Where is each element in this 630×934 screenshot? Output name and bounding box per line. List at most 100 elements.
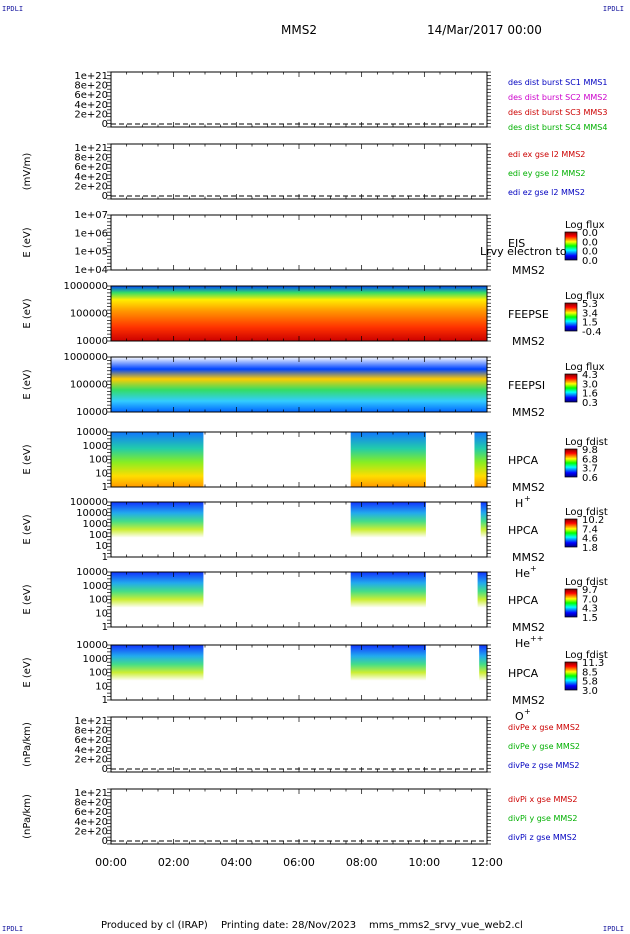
- y-tick-label: 100000: [70, 309, 108, 320]
- panel-hpca_he1: [107, 501, 578, 558]
- y-tick-label: 100: [89, 530, 108, 541]
- y-tick-label: 0: [102, 764, 108, 775]
- y-tick-label: 1e+21: [74, 716, 108, 727]
- colorbar-title: Log flux: [565, 220, 605, 231]
- species-charge: +: [524, 707, 531, 716]
- y-tick-label: 0: [102, 836, 108, 847]
- species-label: O: [515, 710, 524, 723]
- y-tick-label: 6e+20: [74, 735, 108, 746]
- y-tick-label: 1: [102, 482, 108, 493]
- y-tick-label: 1000000: [63, 352, 108, 363]
- footer-printing-date: Printing date: 28/Nov/2023: [221, 920, 357, 931]
- colorbar-tick: 0.0: [582, 256, 598, 267]
- y-tick-label: 2e+20: [74, 181, 108, 192]
- colorbar-tick: 4.6: [582, 534, 598, 545]
- colorbar-tick: 0.0: [582, 228, 598, 239]
- y-axis-label: (nPa/km): [22, 722, 33, 767]
- y-tick-label: 4e+20: [74, 100, 108, 111]
- instrument-label: HPCA: [508, 594, 539, 607]
- panel-frame: [110, 71, 488, 128]
- colorbar-tick: 3.7: [582, 464, 598, 475]
- y-tick-label: 8e+20: [74, 81, 108, 92]
- y-tick-label: 4e+20: [74, 745, 108, 756]
- colorbar: [564, 661, 578, 691]
- spacecraft-label: MMS2: [512, 481, 545, 494]
- y-tick-label: 1e+21: [74, 788, 108, 799]
- colorbar-tick: 7.4: [582, 524, 598, 535]
- species-label: H: [515, 497, 523, 510]
- time-axis-label: 04:00: [220, 856, 252, 869]
- colorbar-title: Log flux: [565, 291, 605, 302]
- species-label: He: [515, 637, 530, 650]
- header-datetime: 14/Mar/2017 00:00: [427, 23, 542, 37]
- corner-label-top-right: IPDLI: [602, 5, 624, 13]
- y-tick-label: 10: [95, 468, 108, 479]
- spectrogram-segment-hpca_h: [474, 432, 487, 487]
- legend-entry: edi ey gse l2 MMS2: [508, 169, 586, 178]
- colorbar-tick: 0.0: [582, 237, 598, 248]
- y-tick-label: 1e+21: [74, 143, 108, 154]
- colorbar-tick: 1.5: [582, 318, 598, 329]
- corner-label-bottom-right: IPDLI: [602, 925, 624, 933]
- species-charge: +: [524, 494, 531, 503]
- y-tick-label: 10000: [76, 427, 108, 438]
- y-tick-label: 1000: [83, 519, 108, 530]
- y-tick-label: 0: [102, 191, 108, 202]
- spectrogram-segment-hpca_he2: [111, 572, 204, 627]
- colorbar-tick: 0.0: [582, 247, 598, 258]
- colorbar-title: Log fdist: [565, 437, 608, 448]
- time-axis-label: 00:00: [95, 856, 127, 869]
- panel-des_dist: [107, 71, 491, 128]
- colorbar: [564, 373, 578, 403]
- footer-script-name: mms_mms2_srvy_vue_web2.cl: [369, 920, 523, 931]
- colorbar-tick: 1.5: [582, 613, 598, 624]
- y-tick-label: 6e+20: [74, 90, 108, 101]
- time-axis-label: 06:00: [283, 856, 315, 869]
- y-axis-label: E (eV): [22, 298, 33, 328]
- panel-hpca_h: [107, 431, 578, 488]
- colorbar-tick: 10.2: [582, 515, 604, 526]
- instrument-label: HPCA: [508, 454, 539, 467]
- y-tick-label: 1: [102, 622, 108, 633]
- y-tick-label: 10: [95, 541, 108, 552]
- instrument-label: FEEPSI: [508, 379, 545, 392]
- colorbar-tick: 4.3: [582, 370, 598, 381]
- spectrogram-segment-hpca_he2: [350, 572, 426, 627]
- panel-feeps_i: [107, 356, 578, 413]
- colorbar-tick: 7.0: [582, 594, 598, 605]
- colorbar-tick: 9.7: [582, 585, 598, 596]
- y-tick-label: 6e+20: [74, 807, 108, 818]
- legend-entry: edi ex gse l2 MMS2: [508, 150, 585, 159]
- colorbar-tick: 0.3: [582, 398, 598, 409]
- legend-entry: divPi x gse MMS2: [508, 795, 577, 804]
- header-spacecraft: MMS2: [281, 23, 317, 37]
- y-tick-label: 100000: [70, 380, 108, 391]
- footer-produced-by: Produced by cl (IRAP): [101, 920, 208, 931]
- colorbar-tick: 11.3: [582, 658, 604, 669]
- colorbar-tick: 6.8: [582, 454, 598, 465]
- colorbar: [564, 231, 578, 261]
- spectrogram-segment-hpca_o: [479, 645, 487, 700]
- time-axis-label: 12:00: [471, 856, 503, 869]
- y-tick-label: 0: [102, 119, 108, 130]
- panel-eis: [107, 214, 578, 271]
- instrument-label: EIS: [508, 237, 525, 250]
- legend-entry: divPe y gse MMS2: [508, 742, 580, 751]
- colorbar-tick: 0.6: [582, 473, 598, 484]
- colorbar-tick: 4.3: [582, 604, 598, 615]
- legend-entry: edi ez gse l2 MMS2: [508, 188, 585, 197]
- y-tick-label: 1000: [83, 581, 108, 592]
- y-tick-label: 4e+20: [74, 172, 108, 183]
- instrument-label: FEEPSE: [508, 308, 549, 321]
- y-tick-label: 1: [102, 552, 108, 563]
- spectrogram-segment-hpca_h: [111, 432, 204, 487]
- colorbar-tick: 1.8: [582, 543, 598, 554]
- y-tick-label: 100: [89, 455, 108, 466]
- colorbar-title: Log fdist: [565, 507, 608, 518]
- y-tick-label: 1000: [83, 441, 108, 452]
- spacecraft-label: MMS2: [512, 406, 545, 419]
- y-axis-label: E (eV): [22, 584, 33, 614]
- y-tick-label: 1e+04: [74, 265, 108, 276]
- y-tick-label: 4e+20: [74, 817, 108, 828]
- y-tick-label: 100000: [70, 497, 108, 508]
